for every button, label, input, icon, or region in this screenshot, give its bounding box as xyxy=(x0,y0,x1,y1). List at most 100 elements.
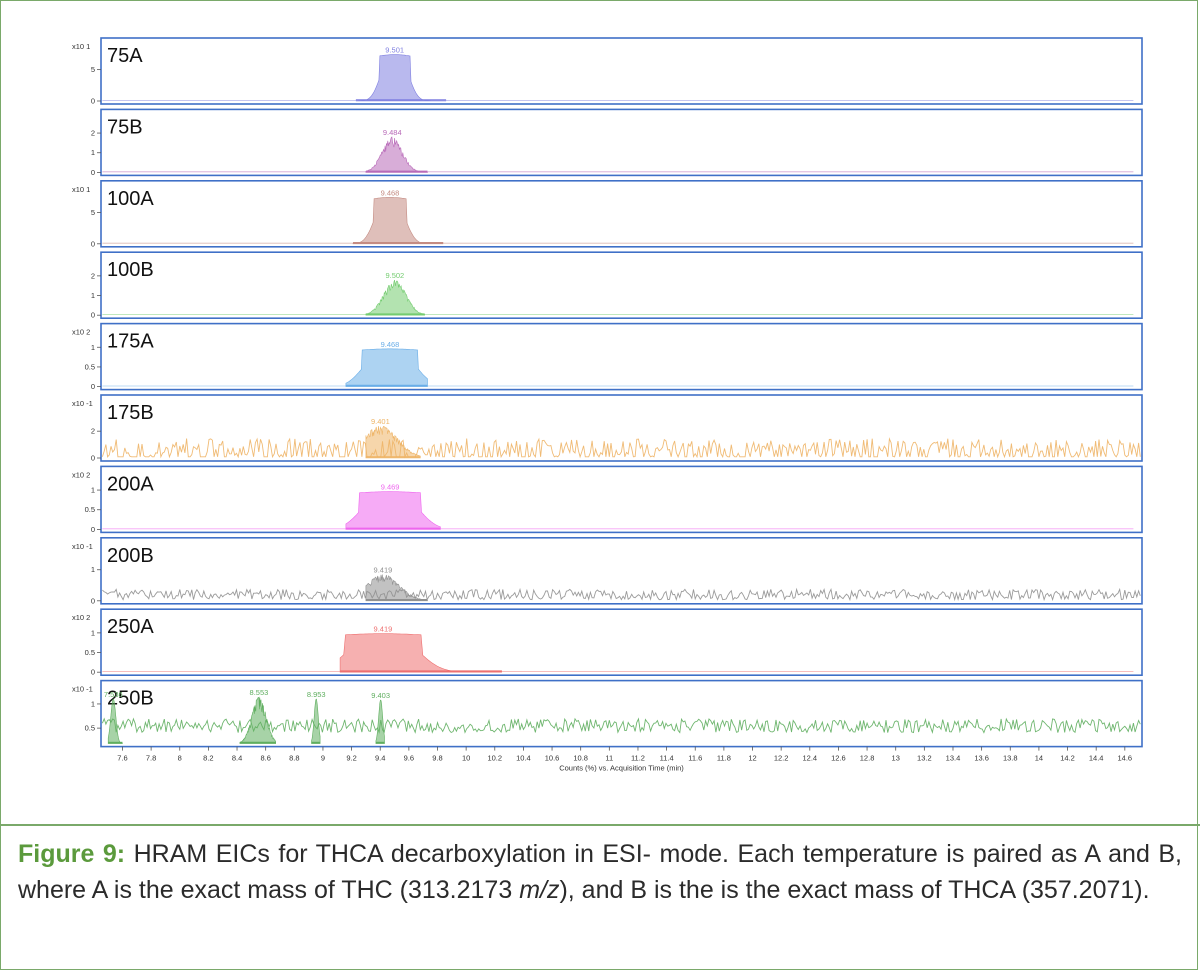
x-tick-label: 10 xyxy=(462,754,470,763)
y-tick-label: 0.5 xyxy=(85,362,95,371)
caption-divider xyxy=(0,824,1200,826)
peak-rt-label: 9.484 xyxy=(383,128,402,137)
peak-area xyxy=(355,54,447,102)
baseline-trace xyxy=(101,717,1141,734)
panel-label: 200B xyxy=(107,545,154,567)
y-tick-label: 2 xyxy=(91,427,95,436)
panel-label: 250B xyxy=(107,688,154,710)
x-tick-label: 13.6 xyxy=(974,754,989,763)
x-tick-label: 13 xyxy=(892,754,900,763)
caption-lead: Figure 9: xyxy=(18,840,126,868)
panel-frame xyxy=(100,108,1143,177)
x-tick-label: 11.4 xyxy=(660,754,674,763)
x-tick-label: 13.4 xyxy=(946,754,961,763)
panel-frame xyxy=(100,536,1143,605)
y-scale-label: x10 -1 xyxy=(72,399,93,408)
panel-label: 100A xyxy=(107,188,154,210)
y-tick-label: 0 xyxy=(91,168,95,177)
peak-rt-label: 8.553 xyxy=(250,688,269,697)
panel-label: 75A xyxy=(107,45,143,67)
y-tick-label: 0 xyxy=(91,97,95,106)
y-tick-label: 0 xyxy=(91,525,95,534)
x-tick-label: 7.6 xyxy=(117,754,127,763)
x-tick-label: 13.8 xyxy=(1003,754,1018,763)
peak-area xyxy=(365,425,421,459)
figure-caption: Figure 9: HRAM EICs for THCA decarboxyla… xyxy=(18,836,1182,908)
y-tick-label: 0 xyxy=(91,596,95,605)
y-tick-label: 0.5 xyxy=(85,648,95,657)
y-tick-label: 5 xyxy=(91,65,95,74)
caption-text-2: ), and B is the is the exact mass of THC… xyxy=(559,876,1150,904)
peak-rt-label: 8.953 xyxy=(307,690,326,699)
peak-area xyxy=(345,491,441,530)
x-tick-label: 12.4 xyxy=(802,754,817,763)
peak-rt-label: 9.401 xyxy=(371,417,390,426)
x-tick-label: 8 xyxy=(178,754,182,763)
peak-area xyxy=(365,279,425,316)
panel-frame xyxy=(100,679,1143,748)
x-tick-label: 14.6 xyxy=(1118,754,1133,763)
x-tick-label: 13.2 xyxy=(917,754,932,763)
panel-label: 100B xyxy=(107,259,154,281)
y-tick-label: 0.5 xyxy=(85,505,95,514)
peak-rt-label: 9.468 xyxy=(381,188,400,197)
x-tick-label: 8.4 xyxy=(232,754,242,763)
y-scale-label: x10 1 xyxy=(72,185,90,194)
x-tick-label: 11.6 xyxy=(688,754,702,763)
peak-rt-label: 9.419 xyxy=(374,565,393,574)
peak-rt-label: 9.501 xyxy=(385,46,404,55)
peak-area xyxy=(365,574,428,602)
x-tick-label: 12.2 xyxy=(774,754,789,763)
peak-rt-label: 7.536 xyxy=(104,690,123,699)
x-tick-label: 14 xyxy=(1035,754,1043,763)
x-tick-label: 10.8 xyxy=(573,754,588,763)
x-axis-label: Counts (%) vs. Acquisition Time (min) xyxy=(559,764,684,773)
y-scale-label: x10 -1 xyxy=(72,542,93,551)
panel-frame xyxy=(100,608,1143,677)
peak-area xyxy=(311,698,321,744)
y-tick-label: 1 xyxy=(91,628,95,637)
panel-frame xyxy=(100,322,1143,391)
x-tick-label: 8.8 xyxy=(289,754,299,763)
x-tick-label: 9.2 xyxy=(346,754,356,763)
panel-label: 175B xyxy=(107,402,154,424)
y-scale-label: x10 2 xyxy=(72,470,90,479)
peak-rt-label: 9.419 xyxy=(374,625,393,634)
caption-mz: m/z xyxy=(519,876,560,904)
y-tick-label: 0.5 xyxy=(85,724,95,733)
baseline-trace xyxy=(101,437,1141,459)
panel-frame xyxy=(100,251,1143,319)
y-tick-label: 0 xyxy=(91,382,95,391)
panel-frame xyxy=(100,37,1143,105)
y-scale-label: x10 1 xyxy=(72,42,90,51)
peak-rt-label: 9.403 xyxy=(371,691,390,700)
x-tick-label: 10.4 xyxy=(516,754,531,763)
peak-area xyxy=(352,197,444,245)
x-tick-label: 9.8 xyxy=(432,754,442,763)
peak-area xyxy=(239,696,276,744)
y-scale-label: x10 -1 xyxy=(72,685,93,694)
y-tick-label: 5 xyxy=(91,208,95,217)
x-tick-label: 9.4 xyxy=(375,754,385,763)
x-tick-label: 8.6 xyxy=(260,754,270,763)
peak-rt-label: 9.468 xyxy=(381,340,400,349)
x-tick-label: 12.6 xyxy=(831,754,846,763)
y-tick-label: 2 xyxy=(91,271,95,280)
x-tick-label: 14.4 xyxy=(1089,754,1104,763)
panel-frame xyxy=(100,180,1143,248)
x-tick-label: 10.6 xyxy=(545,754,560,763)
y-tick-label: 2 xyxy=(91,129,95,138)
caption-text-1: HRAM EICs for THCA decarboxylation in ES… xyxy=(18,840,1182,904)
y-tick-label: 1 xyxy=(91,699,95,708)
panel-label: 250A xyxy=(107,616,154,638)
y-scale-label: x10 2 xyxy=(72,613,90,622)
x-tick-label: 9.6 xyxy=(404,754,414,763)
y-tick-label: 1 xyxy=(91,291,95,300)
y-tick-label: 1 xyxy=(91,148,95,157)
panel-frame xyxy=(100,465,1143,534)
y-tick-label: 1 xyxy=(91,486,95,495)
x-tick-label: 11.2 xyxy=(631,754,645,763)
x-tick-label: 8.2 xyxy=(203,754,213,763)
peak-rt-label: 9.502 xyxy=(385,271,404,280)
